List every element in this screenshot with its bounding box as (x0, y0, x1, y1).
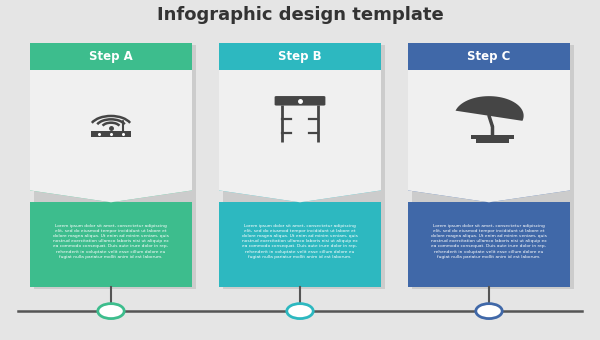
FancyBboxPatch shape (275, 96, 325, 105)
Bar (219, 42, 381, 70)
Text: Lorem ipsum dolor sit amet, consectetur adipiscing
elit, sed do eiusmod tempor i: Lorem ipsum dolor sit amet, consectetur … (431, 224, 547, 258)
Bar (30, 202, 192, 287)
Text: Lorem ipsum dolor sit amet, consectetur adipiscing
elit, sed do eiusmod tempor i: Lorem ipsum dolor sit amet, consectetur … (242, 224, 358, 258)
Bar (412, 45, 574, 289)
Text: Lorem ipsum dolor sit amet, consectetur adipiscing
elit, sed do eiusmod tempor i: Lorem ipsum dolor sit amet, consectetur … (53, 224, 169, 258)
Bar (223, 45, 385, 289)
Polygon shape (219, 184, 381, 202)
Circle shape (98, 304, 124, 319)
Bar (30, 70, 192, 184)
Polygon shape (30, 184, 192, 202)
Bar (408, 42, 570, 70)
Bar (408, 70, 570, 184)
Text: Step A: Step A (89, 50, 133, 63)
Bar (471, 135, 514, 139)
Circle shape (287, 304, 313, 319)
Polygon shape (219, 184, 381, 202)
Text: Step B: Step B (278, 50, 322, 63)
Polygon shape (408, 184, 570, 202)
Text: Step C: Step C (467, 50, 511, 63)
Bar (408, 202, 570, 287)
Bar (476, 139, 509, 143)
Polygon shape (455, 96, 524, 121)
Bar (34, 45, 196, 289)
Bar (219, 202, 381, 287)
Polygon shape (408, 184, 570, 202)
Bar (30, 42, 192, 70)
Polygon shape (30, 184, 192, 202)
Text: Infographic design template: Infographic design template (157, 6, 443, 24)
Circle shape (476, 304, 502, 319)
Bar (219, 70, 381, 184)
Bar (91, 131, 131, 137)
